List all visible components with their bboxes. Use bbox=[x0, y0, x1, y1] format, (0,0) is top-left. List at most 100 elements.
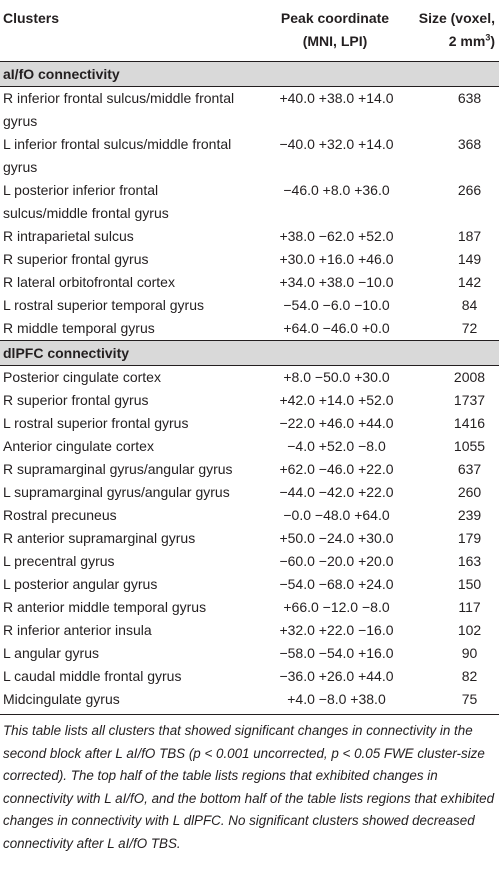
peak-coordinate-cell: −40.0 +32.0 +14.0 bbox=[279, 136, 394, 152]
cluster-size-cell: 187 bbox=[457, 228, 482, 244]
cluster-size-cell: 149 bbox=[457, 251, 482, 267]
peak-coordinate-cell: −58.0 −54.0 +16.0 bbox=[279, 645, 394, 661]
cluster-size-cell: 72 bbox=[461, 320, 478, 336]
header-size-line1: Size (voxel, bbox=[418, 10, 495, 26]
cluster-name-cell: R intraparietal sulcus bbox=[3, 228, 134, 244]
table-row: R superior frontal gyrus +30.0 +16.0 +46.… bbox=[0, 248, 499, 271]
cluster-name-cell: R anterior middle temporal gyrus bbox=[3, 599, 207, 615]
cluster-name-cell: L rostral superior frontal gyrus bbox=[3, 415, 189, 431]
header-peak-line1: Peak coordinate bbox=[280, 10, 390, 26]
header-peak-coordinate: Peak coordinate (MNI, LPI) bbox=[243, 0, 403, 62]
cluster-size-cell: 1055 bbox=[453, 438, 486, 454]
cluster-size-cell: 1416 bbox=[453, 415, 486, 431]
cluster-name-cell: Midcingulate gyrus bbox=[0, 688, 243, 715]
peak-coordinate-cell: −54.0 −68.0 +24.0 bbox=[279, 576, 394, 592]
peak-coordinate-cell: −4.0 +52.0 −8.0 bbox=[287, 438, 386, 454]
peak-coordinate-cell: +40.0 +38.0 +14.0 bbox=[279, 90, 394, 106]
header-clusters: Clusters bbox=[0, 0, 243, 62]
table-row: L rostral superior frontal gyrus −22.0 +4… bbox=[0, 412, 499, 435]
cluster-name-cell: L precentral gyrus bbox=[3, 553, 115, 569]
table-row: R middle temporal gyrus +64.0 −46.0 +0.0 7… bbox=[0, 317, 499, 341]
cluster-size-cell: 638 bbox=[457, 90, 482, 106]
table-row: L angular gyrus −58.0 −54.0 +16.0 90 bbox=[0, 642, 499, 665]
cluster-size-cell: 150 bbox=[457, 576, 482, 592]
peak-coordinate-cell: −54.0 −6.0 −10.0 bbox=[283, 297, 390, 313]
cluster-size-cell: 368 bbox=[457, 136, 482, 152]
table-row: L supramarginal gyrus/angular gyrus −44.0… bbox=[0, 481, 499, 504]
cluster-name-cell: L posterior inferior frontal sulcus/midd… bbox=[3, 182, 169, 221]
cluster-name-cell: R inferior anterior insula bbox=[3, 622, 152, 638]
table-row: Midcingulate gyrus +4.0 −8.0 +38.0 75 bbox=[0, 688, 499, 715]
table-footnote: This table lists all clusters that showe… bbox=[3, 723, 495, 851]
cluster-name-cell: Anterior cingulate cortex bbox=[3, 438, 154, 454]
cluster-name-cell: R superior frontal gyrus bbox=[3, 251, 149, 267]
header-size: Size (voxel, 2 mm3) bbox=[403, 0, 499, 62]
peak-coordinate-cell: +4.0 −8.0 +38.0 bbox=[243, 688, 403, 715]
table-row: R supramarginal gyrus/angular gyrus +62.0… bbox=[0, 458, 499, 481]
table-row: L caudal middle frontal gyrus −36.0 +26.0… bbox=[0, 665, 499, 688]
table-row: R anterior middle temporal gyrus +66.0 −1… bbox=[0, 596, 499, 619]
table-row: L precentral gyrus −60.0 −20.0 +20.0 163 bbox=[0, 550, 499, 573]
cluster-size-cell: 163 bbox=[457, 553, 482, 569]
cluster-name-cell: R inferior frontal sulcus/middle frontal… bbox=[3, 90, 235, 129]
cluster-size-cell: 260 bbox=[457, 484, 482, 500]
cluster-name-cell: Posterior cingulate cortex bbox=[3, 369, 161, 385]
section-header: dlPFC connectivity bbox=[0, 340, 499, 366]
header-size-end: ) bbox=[490, 33, 495, 49]
cluster-size-cell: 266 bbox=[457, 182, 482, 198]
cluster-name-cell: L rostral superior temporal gyrus bbox=[3, 297, 205, 313]
peak-coordinate-cell: +64.0 −46.0 +0.0 bbox=[283, 320, 390, 336]
peak-coordinate-cell: −22.0 +46.0 +44.0 bbox=[279, 415, 394, 431]
cluster-name-cell: L posterior angular gyrus bbox=[3, 576, 158, 592]
cluster-name-cell: R middle temporal gyrus bbox=[3, 320, 155, 336]
peak-coordinate-cell: +42.0 +14.0 +52.0 bbox=[279, 392, 394, 408]
peak-coordinate-cell: +30.0 +16.0 +46.0 bbox=[279, 251, 394, 267]
cluster-size-cell: 179 bbox=[457, 530, 482, 546]
header-size-superscript: 3 bbox=[485, 32, 491, 43]
table-row: L inferior frontal sulcus/middle frontal… bbox=[0, 133, 499, 179]
cluster-size-cell: 239 bbox=[457, 507, 482, 523]
cluster-size-cell: 117 bbox=[458, 599, 481, 615]
peak-coordinate-cell: +50.0 −24.0 +30.0 bbox=[279, 530, 394, 546]
table-row: R inferior frontal sulcus/middle frontal… bbox=[0, 87, 499, 134]
table-row: L posterior angular gyrus −54.0 −68.0 +24… bbox=[0, 573, 499, 596]
cluster-size-cell: 102 bbox=[457, 622, 482, 638]
cluster-size-cell: 142 bbox=[457, 274, 482, 290]
cluster-size-cell: 82 bbox=[461, 668, 478, 684]
header-peak-line2: (MNI, LPI) bbox=[302, 33, 368, 49]
peak-coordinate-cell: −36.0 +26.0 +44.0 bbox=[279, 668, 394, 684]
cluster-name-cell: L supramarginal gyrus/angular gyrus bbox=[3, 484, 230, 500]
cluster-name-cell: R supramarginal gyrus/angular gyrus bbox=[3, 461, 233, 477]
cluster-name-cell: L angular gyrus bbox=[3, 645, 99, 661]
cluster-size-cell: 2008 bbox=[453, 369, 486, 385]
cluster-size-cell: 75 bbox=[403, 688, 499, 715]
section-header: aI/fO connectivity bbox=[0, 61, 499, 87]
peak-coordinate-cell: +66.0 −12.0 −8.0 bbox=[283, 599, 390, 615]
table-row: R anterior supramarginal gyrus +50.0 −24.… bbox=[0, 527, 499, 550]
header-size-line2: 2 mm bbox=[448, 33, 486, 49]
cluster-name-cell: Rostral precuneus bbox=[3, 507, 117, 523]
cluster-name-cell: L inferior frontal sulcus/middle frontal… bbox=[3, 136, 232, 175]
table-row: L rostral superior temporal gyrus −54.0 −… bbox=[0, 294, 499, 317]
cluster-name-cell: R lateral orbitofrontal cortex bbox=[3, 274, 175, 290]
table-row: R intraparietal sulcus +38.0 −62.0 +52.0 1… bbox=[0, 225, 499, 248]
cluster-size-cell: 1737 bbox=[453, 392, 486, 408]
table-body: aI/fO connectivity R inferior frontal sul… bbox=[0, 61, 499, 715]
table-row: Rostral precuneus −0.0 −48.0 +64.0 239 bbox=[0, 504, 499, 527]
cluster-size-cell: 637 bbox=[457, 461, 482, 477]
cluster-name-cell: L caudal middle frontal gyrus bbox=[3, 668, 182, 684]
peak-coordinate-cell: +34.0 +38.0 −10.0 bbox=[279, 274, 394, 290]
table-row: R lateral orbitofrontal cortex +34.0 +38.… bbox=[0, 271, 499, 294]
peak-coordinate-cell: −46.0 +8.0 +36.0 bbox=[283, 182, 390, 198]
cluster-name-cell: R superior frontal gyrus bbox=[3, 392, 149, 408]
cluster-name-cell: R anterior supramarginal gyrus bbox=[3, 530, 196, 546]
section-title: aI/fO connectivity bbox=[0, 61, 499, 87]
cluster-size-cell: 90 bbox=[461, 645, 478, 661]
cluster-size-cell: 84 bbox=[461, 297, 478, 313]
section-title: dlPFC connectivity bbox=[0, 340, 499, 366]
table-row: L posterior inferior frontal sulcus/midd… bbox=[0, 179, 499, 225]
peak-coordinate-cell: −60.0 −20.0 +20.0 bbox=[279, 553, 394, 569]
peak-coordinate-cell: −44.0 −42.0 +22.0 bbox=[279, 484, 394, 500]
table-row: R superior frontal gyrus +42.0 +14.0 +52.… bbox=[0, 389, 499, 412]
peak-coordinate-cell: +32.0 +22.0 −16.0 bbox=[279, 622, 394, 638]
